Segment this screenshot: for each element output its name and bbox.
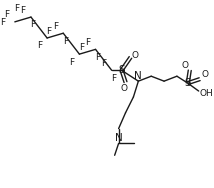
Text: F: F (79, 43, 84, 52)
Text: F: F (46, 27, 52, 36)
Text: S: S (118, 65, 125, 75)
Text: O: O (181, 61, 188, 70)
Text: OH: OH (200, 89, 213, 98)
Text: F: F (0, 18, 6, 27)
Text: F: F (95, 53, 100, 62)
Text: F: F (111, 74, 116, 83)
Text: F: F (21, 6, 26, 15)
Text: F: F (4, 10, 9, 19)
Text: F: F (69, 58, 74, 67)
Text: N: N (115, 133, 122, 143)
Text: S: S (184, 78, 191, 88)
Text: O: O (201, 70, 208, 79)
Text: N: N (134, 71, 142, 81)
Text: O: O (120, 84, 127, 92)
Text: F: F (30, 20, 36, 30)
Text: F: F (63, 37, 68, 46)
Text: F: F (37, 41, 42, 50)
Text: F: F (53, 22, 58, 31)
Text: F: F (85, 38, 90, 47)
Text: O: O (132, 51, 139, 60)
Text: F: F (14, 4, 19, 13)
Text: F: F (101, 59, 106, 68)
